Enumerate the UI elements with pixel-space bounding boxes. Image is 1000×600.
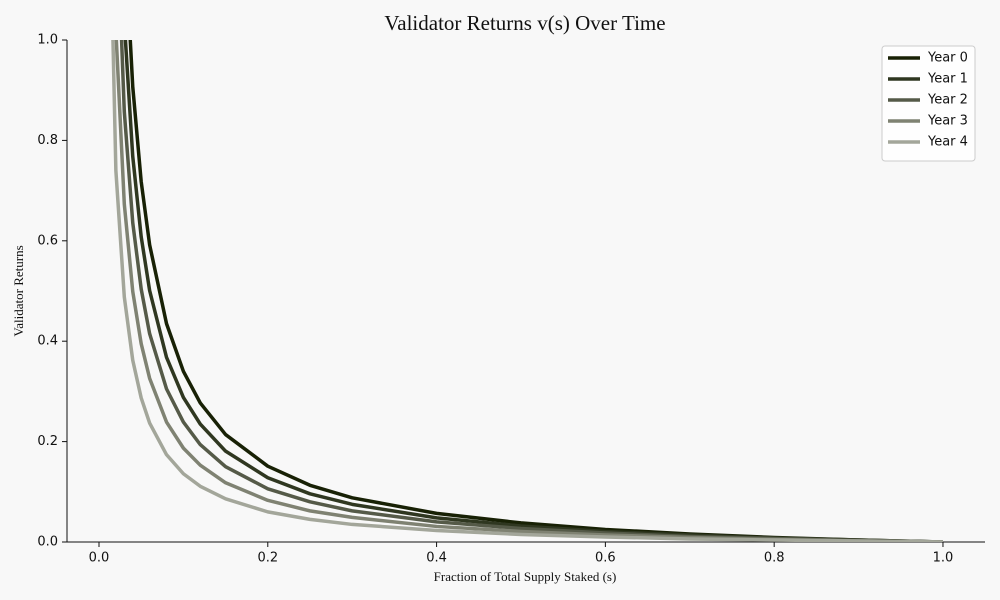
- legend-label: Year 0: [927, 51, 968, 66]
- x-tick-label: 0.0: [89, 551, 110, 566]
- legend-label: Year 2: [927, 93, 968, 108]
- legend-label: Year 4: [927, 135, 968, 150]
- y-tick-label: 1.0: [37, 33, 58, 48]
- chart-title: Validator Returns v(s) Over Time: [384, 11, 665, 35]
- x-tick-label: 0.2: [257, 551, 278, 566]
- y-tick-label: 0.2: [37, 434, 58, 449]
- x-tick-label: 0.6: [595, 551, 616, 566]
- x-axis-label: Fraction of Total Supply Staked (s): [434, 569, 617, 584]
- legend-label: Year 3: [927, 114, 968, 129]
- y-tick-label: 0.0: [37, 535, 58, 550]
- x-tick-label: 1.0: [933, 551, 954, 566]
- y-tick-label: 0.6: [37, 233, 58, 248]
- legend-box: [881, 45, 976, 162]
- series-line: [111, 40, 943, 542]
- y-axis-label: Validator Returns: [11, 245, 26, 336]
- y-tick-label: 0.8: [37, 133, 58, 148]
- y-tick-label: 0.4: [37, 334, 58, 349]
- x-tick-label: 0.4: [426, 551, 447, 566]
- x-tick-label: 0.8: [764, 551, 785, 566]
- plot-area: [111, 40, 944, 542]
- legend-label: Year 1: [927, 72, 968, 87]
